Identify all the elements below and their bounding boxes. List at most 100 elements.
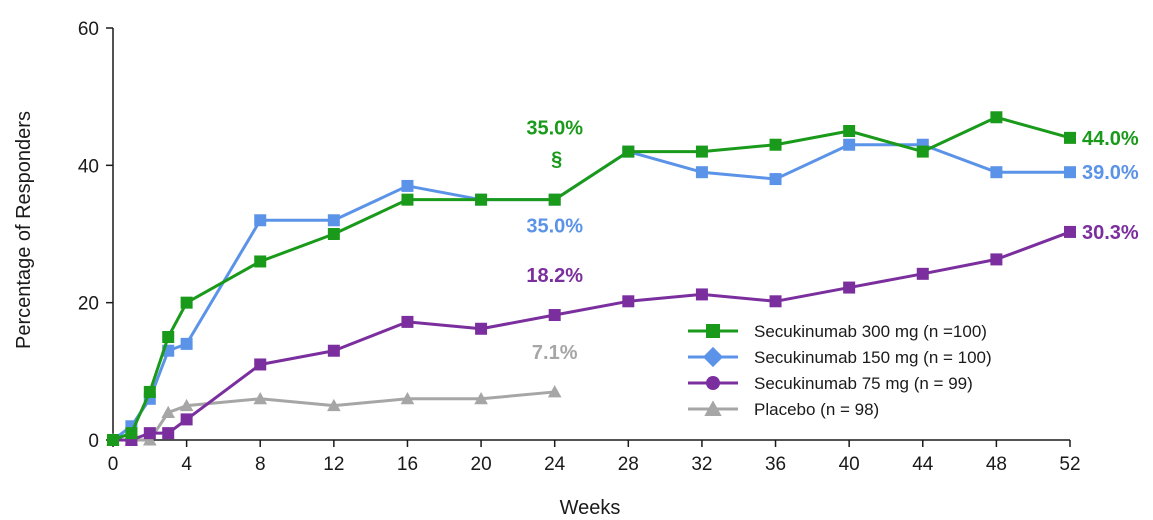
- x-tick-label: 8: [255, 454, 266, 475]
- annotations: 35.0% § 35.0% 18.2% 7.1% 44.0% 39.0% 30.3%: [526, 118, 1139, 364]
- data-point: [1064, 225, 1076, 238]
- data-point: [990, 111, 1003, 124]
- data-point: [769, 173, 782, 186]
- data-point: [180, 296, 193, 309]
- legend-item: Secukinumab 150 mg (n = 100): [688, 346, 992, 368]
- x-tick-label: 52: [1059, 454, 1080, 475]
- data-point: [695, 288, 708, 301]
- data-point: [916, 267, 929, 280]
- data-point: [548, 193, 561, 206]
- x-ticks: 0 4 8 12 16 20 24 28 32 36 40 44 48 52: [108, 440, 1081, 475]
- data-point: [1064, 131, 1076, 144]
- data-point: [695, 145, 708, 158]
- data-point: [401, 193, 414, 206]
- legend-label: Placebo (n = 98): [754, 400, 879, 419]
- data-point: [254, 214, 267, 227]
- data-point: [769, 295, 782, 308]
- data-point: [180, 413, 193, 426]
- x-tick-label: 12: [323, 454, 344, 475]
- data-point: [401, 179, 414, 192]
- data-annotation: §: [551, 149, 562, 171]
- data-point: [143, 385, 156, 398]
- legend-marker: [704, 400, 722, 416]
- data-point: [622, 295, 635, 308]
- x-tick-label: 0: [108, 454, 119, 475]
- y-axis-title: Percentage of Responders: [13, 111, 35, 349]
- legend-marker: [706, 376, 720, 390]
- data-point: [125, 427, 138, 440]
- data-point: [474, 391, 488, 405]
- data-point: [161, 405, 176, 418]
- data-point: [143, 427, 156, 440]
- legend-label: Secukinumab 150 mg (n = 100): [754, 348, 992, 367]
- x-tick-label: 32: [691, 454, 712, 475]
- y-tick-label: 40: [78, 156, 99, 177]
- data-annotation: 35.0%: [526, 216, 583, 238]
- data-point: [401, 315, 414, 328]
- series-2: [107, 225, 1076, 446]
- data-point: [254, 358, 267, 371]
- data-point: [843, 138, 856, 151]
- data-point: [695, 166, 708, 179]
- data-annotation: 39.0%: [1082, 162, 1139, 184]
- data-point: [125, 420, 138, 433]
- data-point: [916, 145, 929, 158]
- data-point: [843, 125, 856, 137]
- data-point: [327, 228, 340, 240]
- y-tick-label: 20: [78, 294, 99, 315]
- data-annotation: 35.0%: [526, 118, 583, 140]
- x-tick-label: 4: [181, 454, 192, 475]
- legend-label: Secukinumab 75 mg (n = 99): [754, 374, 973, 393]
- data-point: [990, 253, 1003, 266]
- legend-item: Placebo (n = 98): [688, 400, 879, 419]
- data-annotation: 18.2%: [526, 265, 583, 287]
- data-annotation: 7.1%: [532, 342, 578, 364]
- x-axis-title: Weeks: [560, 497, 621, 519]
- x-tick-label: 44: [912, 454, 934, 475]
- series-0: [107, 111, 1076, 446]
- legend-label: Secukinumab 300 mg (n =100): [754, 322, 987, 341]
- data-point: [548, 309, 561, 322]
- data-point: [475, 193, 488, 206]
- data-point: [125, 434, 138, 446]
- legend-item: Secukinumab 75 mg (n = 99): [688, 374, 973, 393]
- y-tick-label: 0: [88, 431, 99, 452]
- legend-marker: [706, 324, 720, 338]
- legend-item: Secukinumab 300 mg (n =100): [688, 322, 987, 341]
- x-tick-label: 24: [544, 454, 566, 475]
- data-point: [400, 391, 415, 405]
- x-tick-label: 40: [839, 454, 860, 475]
- data-point: [327, 214, 340, 227]
- series-line: [112, 143, 1070, 442]
- x-tick-label: 28: [618, 454, 639, 475]
- data-point: [843, 281, 856, 294]
- data-point: [547, 385, 562, 398]
- x-tick-label: 16: [397, 454, 418, 475]
- data-point: [327, 398, 341, 412]
- legend-marker: [702, 346, 724, 368]
- data-point: [107, 434, 119, 446]
- y-ticks: 0 20 40 60: [78, 19, 113, 452]
- series-3: [106, 385, 562, 446]
- series-line: [113, 390, 555, 442]
- data-point: [142, 433, 157, 446]
- data-point: [1064, 166, 1076, 179]
- data-point: [327, 344, 340, 357]
- data-annotation: 30.3%: [1082, 222, 1139, 244]
- data-point: [475, 322, 488, 335]
- data-point: [990, 166, 1003, 179]
- data-point: [769, 138, 782, 151]
- data-point: [179, 398, 194, 412]
- data-point: [162, 427, 175, 440]
- x-tick-label: 36: [765, 454, 786, 475]
- y-tick-label: 60: [78, 19, 99, 40]
- axes: [112, 28, 1070, 441]
- data-point: [253, 391, 268, 405]
- data-point: [622, 145, 635, 158]
- x-tick-label: 48: [986, 454, 1007, 475]
- legend: Secukinumab 300 mg (n =100) Secukinumab 1…: [688, 322, 992, 419]
- x-tick-label: 20: [471, 454, 492, 475]
- data-point: [254, 255, 267, 268]
- data-point: [162, 331, 175, 343]
